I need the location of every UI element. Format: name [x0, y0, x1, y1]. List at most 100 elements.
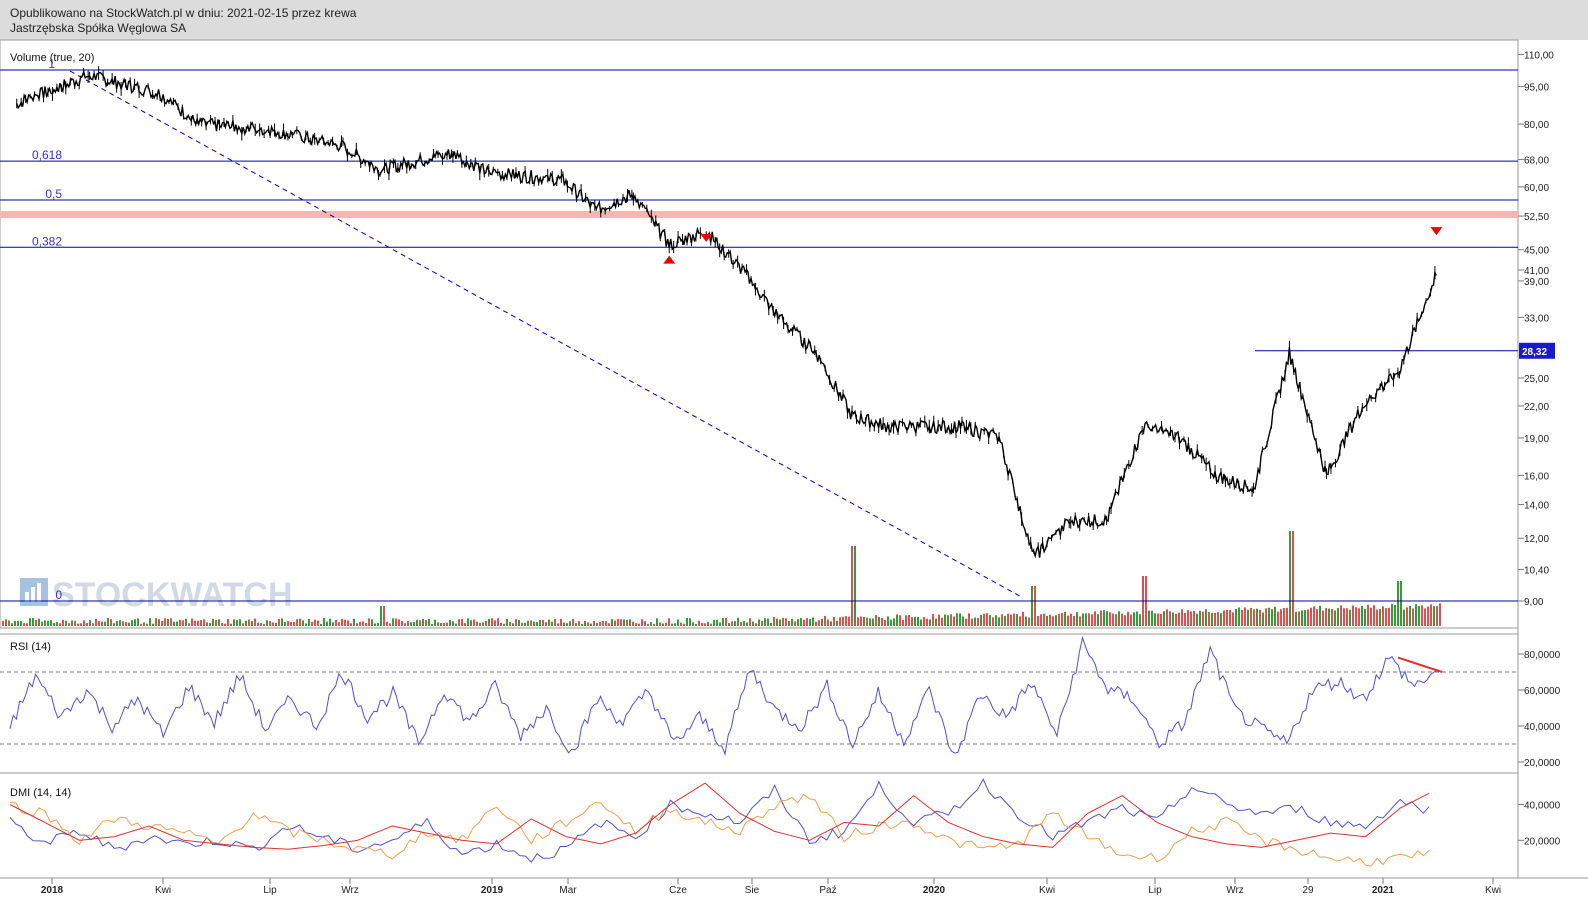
volume-bar — [335, 619, 337, 626]
volume-bar — [1178, 612, 1180, 626]
volume-bar — [1433, 606, 1435, 626]
volume-bar — [398, 619, 400, 626]
volume-bar — [1016, 614, 1018, 626]
volume-bar — [1097, 614, 1099, 626]
volume-bar — [668, 618, 670, 626]
price-y-tick-label: 14,00 — [1524, 501, 1549, 512]
volume-bar — [827, 619, 829, 626]
price-indicator-label: Volume (true, 20) — [10, 52, 94, 64]
dmi-line-minus_di — [9, 793, 1430, 867]
volume-bar — [791, 618, 793, 626]
volume-bar — [1232, 612, 1234, 626]
volume-bar — [551, 621, 553, 626]
volume-bar — [512, 623, 514, 626]
volume-bar — [116, 621, 118, 626]
fib-levels: 1 0,618 0,5 0,382 0 — [0, 57, 1518, 602]
volume-bar — [209, 623, 211, 626]
volume-bar — [494, 620, 496, 626]
volume-bar — [380, 606, 382, 626]
volume-bar — [527, 620, 529, 626]
volume-bar — [1301, 610, 1303, 626]
volume-bar — [455, 623, 457, 626]
volume-bar — [308, 618, 310, 626]
volume-bar — [761, 620, 763, 626]
volume-bar — [707, 621, 709, 626]
volume-bar — [158, 619, 160, 626]
volume-bar — [1340, 605, 1342, 626]
panel-frames — [0, 39, 1588, 879]
volume-bar — [1229, 609, 1231, 626]
volume-bar — [620, 619, 622, 626]
volume-bar — [1406, 607, 1408, 626]
volume-bar — [221, 622, 223, 626]
volume-bar — [11, 623, 13, 626]
volume-bar — [1190, 611, 1192, 626]
volume-bar — [245, 620, 247, 626]
volume-bar — [119, 620, 121, 626]
volume-bar — [1403, 609, 1405, 626]
volume-bar — [569, 621, 571, 626]
volume-bar — [638, 623, 640, 626]
volume-bar — [113, 623, 115, 626]
volume-bar — [128, 622, 130, 626]
last-price-value: 28,32 — [1522, 347, 1547, 358]
volume-bar — [122, 621, 124, 626]
volume-bar — [299, 618, 301, 626]
dmi-y-tick-label: 40,0000 — [1524, 801, 1561, 812]
volume-bar — [359, 621, 361, 626]
price-series — [16, 66, 1443, 559]
volume-bar — [434, 619, 436, 626]
price-y-tick-label: 80,00 — [1524, 120, 1549, 131]
volume-bar — [980, 614, 982, 626]
volume-bar — [647, 623, 649, 626]
volume-bar — [401, 620, 403, 626]
volume-bar — [188, 623, 190, 626]
volume-bar — [167, 619, 169, 626]
volume-bar — [1091, 614, 1093, 626]
volume-bar — [182, 620, 184, 626]
volume-bar — [386, 621, 388, 626]
volume-bar — [848, 616, 850, 626]
volume-bar — [1265, 608, 1267, 626]
volume-bar — [692, 622, 694, 626]
volume-bar — [962, 616, 964, 626]
volume-bar — [800, 617, 802, 626]
volume-bar — [1322, 610, 1324, 626]
volume-bar — [77, 623, 79, 626]
volume-bar — [143, 622, 145, 626]
volume-bar — [1292, 531, 1294, 626]
volume-bar — [713, 619, 715, 626]
volume-bar — [461, 619, 463, 626]
volume-bar — [323, 618, 325, 626]
volume-bar — [1148, 610, 1150, 626]
volume-bar — [365, 623, 367, 626]
volume-bar — [392, 618, 394, 626]
volume-bar — [1208, 611, 1210, 626]
volume-bar — [1061, 612, 1063, 626]
volume-bar — [56, 622, 58, 626]
volume-bar — [368, 618, 370, 626]
volume-bar — [1163, 611, 1165, 626]
volume-bar — [851, 546, 853, 626]
rsi-y-tick-label: 20,0000 — [1524, 758, 1561, 769]
volume-bar — [611, 619, 613, 626]
volume-bar — [860, 616, 862, 626]
volume-bar — [617, 619, 619, 626]
volume-bar — [428, 618, 430, 626]
volume-bar — [1247, 609, 1249, 626]
volume-bar — [149, 618, 151, 626]
volume-bar — [1043, 613, 1045, 626]
volume-bar — [689, 618, 691, 626]
volume-bar — [1256, 608, 1258, 626]
rsi-indicator-label: RSI (14) — [10, 641, 51, 653]
volume-bar — [464, 623, 466, 626]
volume-bar — [215, 620, 217, 626]
volume-bar — [137, 618, 139, 626]
volume-bar — [257, 622, 259, 626]
volume-bar — [1331, 608, 1333, 626]
volume-bar — [1397, 581, 1399, 626]
price-y-tick-label: 68,00 — [1524, 156, 1549, 167]
volume-bar — [1412, 608, 1414, 626]
volume-bar — [686, 618, 688, 626]
